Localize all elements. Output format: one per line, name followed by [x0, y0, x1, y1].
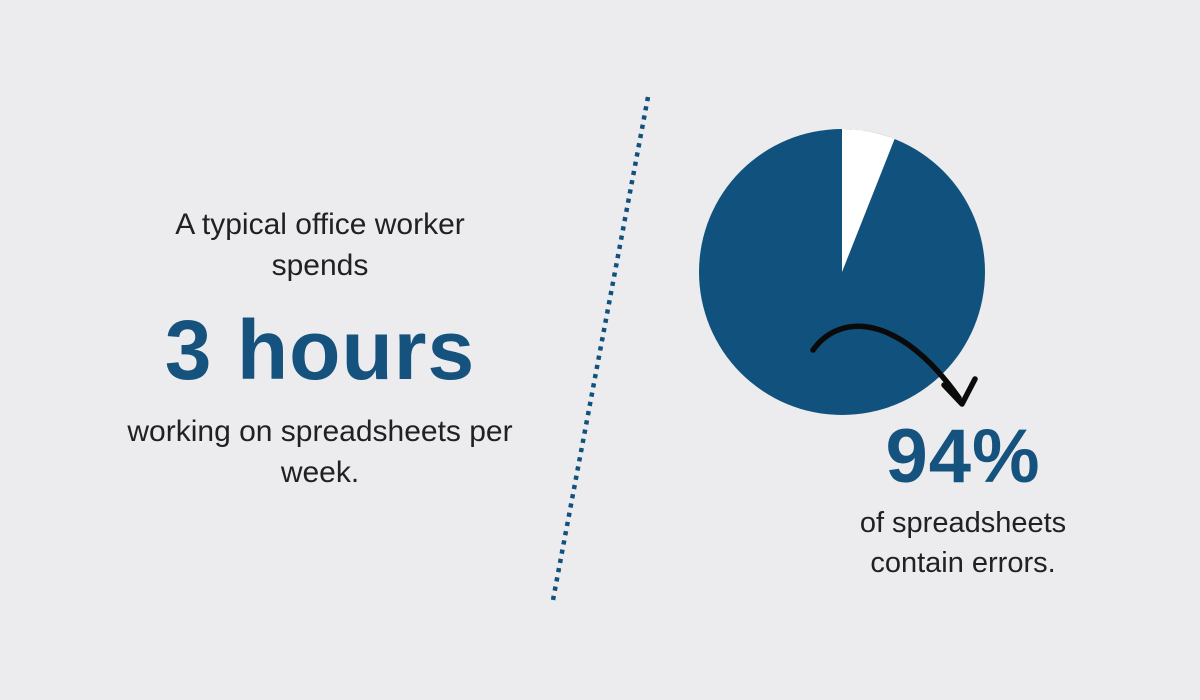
errors-stat-value: 94% — [885, 414, 1041, 499]
pie-slice-no-errors — [842, 128, 895, 272]
hours-stat-value: 3 hours — [164, 303, 476, 397]
arrow-head — [941, 376, 978, 407]
right-stat-block: 94% of spreadsheets contain errors. — [808, 419, 1118, 583]
arrow-shaft — [810, 323, 962, 401]
left-stat-block: A typical office worker spends 3 hours w… — [90, 205, 550, 493]
curved-arrow-icon — [810, 323, 978, 407]
errors-stat-caption: of spreadsheets contain errors. — [859, 507, 1067, 580]
hours-stat-caption: working on spreadsheets per week. — [127, 415, 513, 489]
dotted-divider — [550, 96, 651, 601]
intro-text: A typical office worker spends — [175, 208, 465, 282]
pie-chart — [699, 128, 985, 415]
